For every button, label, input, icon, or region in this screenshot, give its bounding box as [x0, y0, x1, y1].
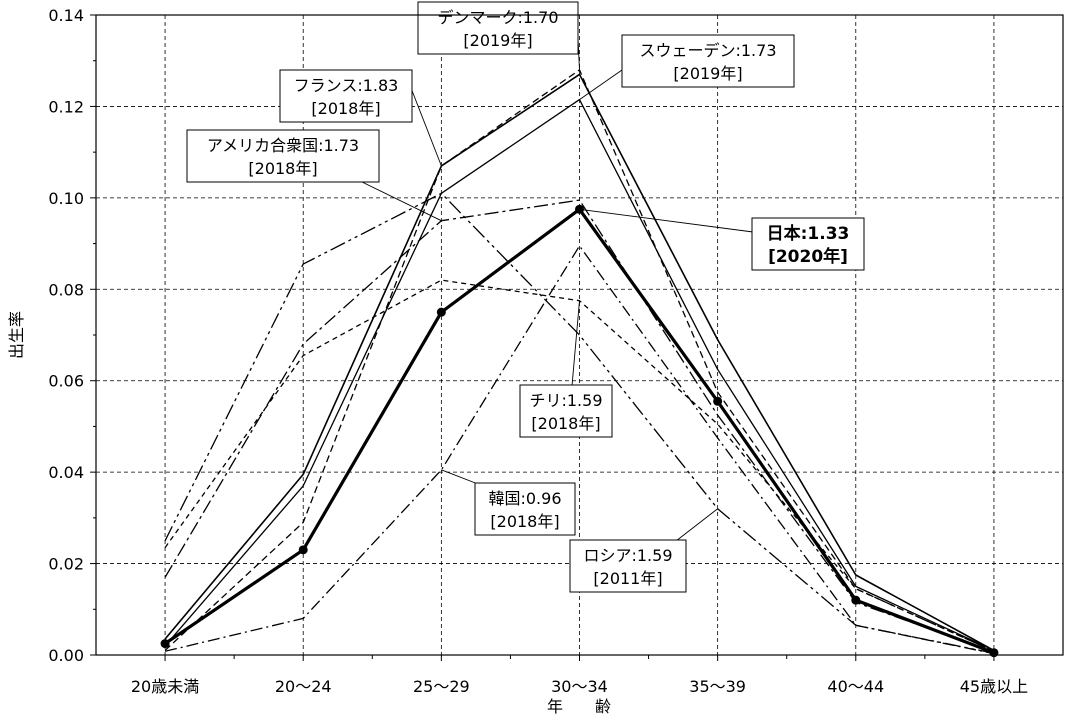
x-tick-label: 25～29 [413, 677, 470, 696]
y-tick-label: 0.00 [48, 646, 84, 665]
x-tick-label: 20～24 [275, 677, 332, 696]
x-tick-label: 45歳以上 [960, 677, 1028, 696]
y-tick-label: 0.04 [48, 463, 84, 482]
y-tick-label: 0.02 [48, 555, 84, 574]
annotation-box [279, 69, 413, 123]
series-lines [160, 69, 999, 658]
annotation-box [751, 217, 865, 271]
series-point [851, 595, 861, 605]
y-tick-label: 0.12 [48, 97, 84, 116]
annotation-line2: [2018年] [490, 512, 559, 531]
annotation-leader [410, 87, 442, 167]
annotation-line2: [2018年] [531, 414, 600, 433]
annotation-leader [579, 69, 623, 100]
annotations: デンマーク:1.70 [2019年] スウェーデン:1.73 [2019年] フランス:… [186, 1, 865, 593]
series-point [989, 648, 999, 658]
annotation-line2: [2019年] [463, 31, 532, 50]
x-tick-label: 30～34 [551, 677, 608, 696]
y-axis-title: 出生率 [7, 311, 26, 359]
annotation-leader [675, 508, 718, 542]
x-tick-label: 35～39 [689, 677, 746, 696]
annotation-line2: [2011年] [593, 569, 662, 588]
annotation-line1: チリ:1.59 [529, 391, 602, 410]
x-axis-title: 年 齢 [547, 697, 611, 716]
series-line-1 [164, 73, 995, 652]
annotation-leader [441, 469, 479, 485]
annotation-line2: [2019年] [673, 64, 742, 83]
annotation-box [417, 1, 579, 55]
series-point [713, 396, 723, 406]
annotation-line2: [2018年] [311, 99, 380, 118]
annotation-line1: ロシア:1.59 [583, 546, 672, 565]
series-point [160, 639, 170, 649]
annotation-box [186, 129, 380, 183]
x-tick-label: 20歳未満 [131, 677, 199, 696]
y-tick-label: 0.06 [48, 372, 84, 391]
series-line-6 [164, 192, 995, 654]
annotation-box [519, 384, 613, 438]
annotation-line2: [2020年] [768, 246, 848, 267]
series-point [298, 545, 308, 555]
annotation-line1: デンマーク:1.70 [437, 8, 558, 27]
annotation-line1: 韓国:0.96 [488, 489, 561, 508]
series-point [436, 307, 446, 317]
y-tick-label: 0.14 [48, 6, 84, 25]
annotation-leader [579, 208, 754, 233]
annotation-line1: 日本:1.33 [767, 223, 850, 244]
series-line-7 [164, 245, 995, 655]
annotation-line2: [2018年] [248, 159, 317, 178]
y-axis-ticks: 0.00 0.02 0.04 0.06 0.08 0.10 0.12 0.14 [48, 6, 96, 665]
series-line-2 [164, 98, 995, 651]
annotation-leader [359, 180, 442, 222]
series-line-3 [164, 69, 995, 652]
y-tick-label: 0.08 [48, 280, 84, 299]
x-axis-ticks: 20歳未満 20～24 25～29 30～34 35～39 40～44 45歳以上 [131, 655, 1028, 696]
annotation-line1: フランス:1.83 [294, 76, 399, 95]
x-tick-label: 40～44 [827, 677, 884, 696]
annotation-box [569, 539, 687, 593]
annotation-box [621, 34, 795, 88]
annotation-line1: アメリカ合衆国:1.73 [207, 136, 359, 155]
annotation-leader [571, 300, 580, 387]
series-line-5 [164, 279, 995, 652]
annotation-box [474, 482, 576, 536]
plot-frame [95, 14, 1064, 656]
annotation-line1: スウェーデン:1.73 [639, 41, 776, 60]
y-tick-label: 0.10 [48, 189, 84, 208]
